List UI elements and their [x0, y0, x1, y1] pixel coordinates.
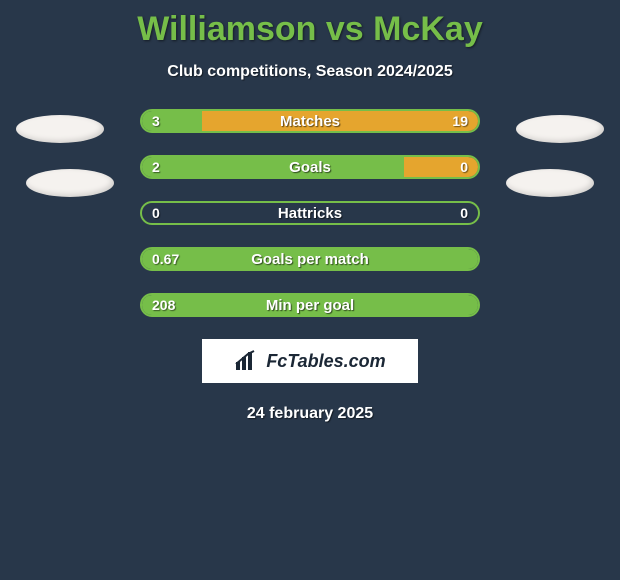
- comparison-panel: 3 19 Matches 2 0 Goals 0 0 Hattricks 0.6…: [0, 109, 620, 423]
- stat-bar-matches: 3 19 Matches: [140, 109, 480, 133]
- player-right-badge-1: [516, 115, 604, 143]
- player-left-badge-1: [16, 115, 104, 143]
- player-left-badge-2: [26, 169, 114, 197]
- stat-label: Matches: [142, 111, 478, 131]
- stat-label: Goals per match: [142, 249, 478, 269]
- stat-bar-goals-per-match: 0.67 Goals per match: [140, 247, 480, 271]
- stat-label: Hattricks: [142, 203, 478, 223]
- bar-chart-icon: [234, 350, 260, 372]
- brand-box: FcTables.com: [202, 339, 418, 383]
- player-right-badge-2: [506, 169, 594, 197]
- page-title: Williamson vs McKay: [0, 0, 620, 49]
- brand-text: FcTables.com: [266, 351, 385, 372]
- page-subtitle: Club competitions, Season 2024/2025: [0, 63, 620, 81]
- stat-bar-hattricks: 0 0 Hattricks: [140, 201, 480, 225]
- stat-label: Min per goal: [142, 295, 478, 315]
- stat-bar-min-per-goal: 208 Min per goal: [140, 293, 480, 317]
- stat-label: Goals: [142, 157, 478, 177]
- stat-bar-goals: 2 0 Goals: [140, 155, 480, 179]
- date-text: 24 february 2025: [0, 405, 620, 423]
- stat-bars: 3 19 Matches 2 0 Goals 0 0 Hattricks 0.6…: [140, 109, 480, 317]
